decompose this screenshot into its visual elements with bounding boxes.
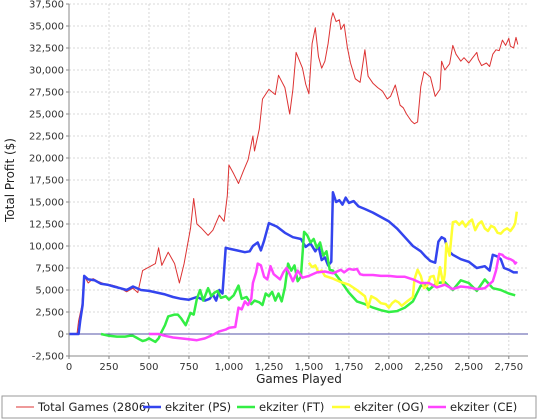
- x-tick-label: 1,000: [215, 362, 244, 373]
- legend: Total Games (2806) ekziter (PS) ekziter (F…: [1, 395, 537, 419]
- y-tick-label: 15,000: [29, 198, 64, 209]
- legend-label-0: Total Games (2806): [37, 400, 151, 414]
- y-tick-label: 37,500: [29, 0, 64, 11]
- y-tick-label: -2,500: [32, 352, 64, 363]
- y-tick-label: 20,000: [29, 154, 64, 165]
- x-tick-label: 750: [179, 362, 198, 373]
- x-tick-label: 0: [66, 362, 72, 373]
- x-tick-label: 1,750: [335, 362, 364, 373]
- x-ticks: 0 250 500 750 1,000 1,250 1,500 1,750 2,000 2,250…: [66, 356, 523, 373]
- series-line-3: [307, 211, 519, 309]
- y-axis-title: Total Profit ($): [3, 138, 17, 223]
- legend-label-2: ekziter (FT): [259, 400, 324, 414]
- y-tick-label: 0: [58, 330, 64, 341]
- x-tick-label: 250: [99, 362, 118, 373]
- y-tick-label: 22,500: [29, 132, 64, 143]
- y-ticks: -2,500 0 2,500 5,000 7,500 10,000 12,500 15,000…: [29, 0, 69, 363]
- x-tick-label: 2,250: [415, 362, 444, 373]
- x-axis-title: Games Played: [256, 372, 342, 386]
- legend-box: [1, 395, 537, 419]
- x-tick-label: 1,500: [295, 362, 324, 373]
- series-group: [69, 12, 519, 344]
- y-tick-label: 10,000: [29, 242, 64, 253]
- x-tick-label: 1,250: [255, 362, 284, 373]
- y-tick-label: 35,000: [29, 22, 64, 33]
- x-tick-label: 2,000: [375, 362, 404, 373]
- y-tick-label: 25,000: [29, 110, 64, 121]
- y-tick-label: 2,500: [35, 308, 64, 319]
- series-line-4: [149, 252, 518, 342]
- series-line-0: [69, 12, 519, 335]
- legend-label-1: ekziter (PS): [165, 400, 231, 414]
- x-tick-label: 2,750: [494, 362, 523, 373]
- y-tick-label: 12,500: [29, 220, 64, 231]
- y-tick-label: 7,500: [35, 264, 64, 275]
- legend-label-4: ekziter (CE): [450, 400, 517, 414]
- x-tick-label: 500: [139, 362, 158, 373]
- y-tick-label: 32,500: [29, 44, 64, 55]
- y-tick-label: 27,500: [29, 88, 64, 99]
- y-tick-label: 17,500: [29, 176, 64, 187]
- y-tick-label: 30,000: [29, 66, 64, 77]
- legend-label-3: ekziter (OG): [354, 400, 424, 414]
- y-tick-label: 5,000: [35, 286, 64, 297]
- x-tick-label: 2,500: [455, 362, 484, 373]
- series-line-2: [100, 230, 516, 344]
